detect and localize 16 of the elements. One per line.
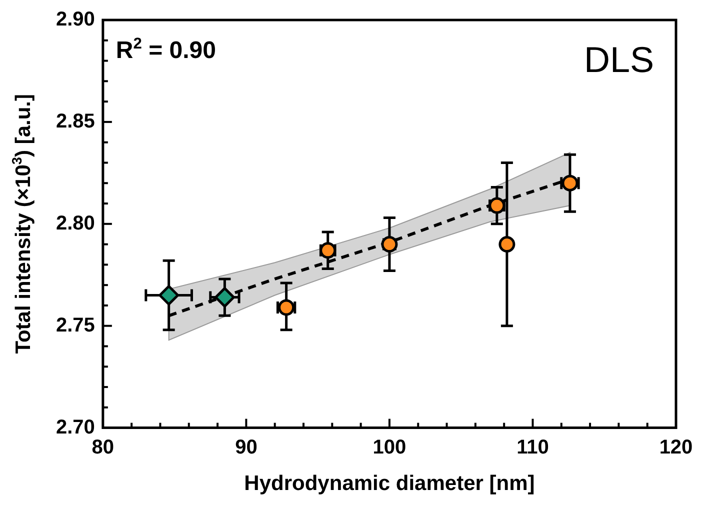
y-tick-label: 2.90: [56, 8, 95, 31]
x-axis-title: Hydrodynamic diameter [nm]: [244, 472, 535, 496]
annotation: DLS: [584, 39, 654, 80]
x-tick-label: 110: [516, 436, 549, 458]
y-tick-label: 2.70: [56, 416, 95, 438]
y-tick-label: 2.75: [56, 314, 95, 336]
point: [158, 285, 180, 306]
x-tick-label: 100: [372, 436, 406, 458]
x-tick-label: 80: [92, 436, 114, 458]
x-tick-label: 120: [659, 436, 693, 458]
y-axis-title: Total intensity (×103) [a.u.]: [10, 94, 35, 354]
point: [214, 287, 235, 308]
y-tick-label: 2.85: [56, 110, 95, 132]
point: [498, 236, 516, 253]
x-tick-label: 90: [235, 436, 258, 458]
y-tick-label: 2.80: [56, 212, 95, 234]
